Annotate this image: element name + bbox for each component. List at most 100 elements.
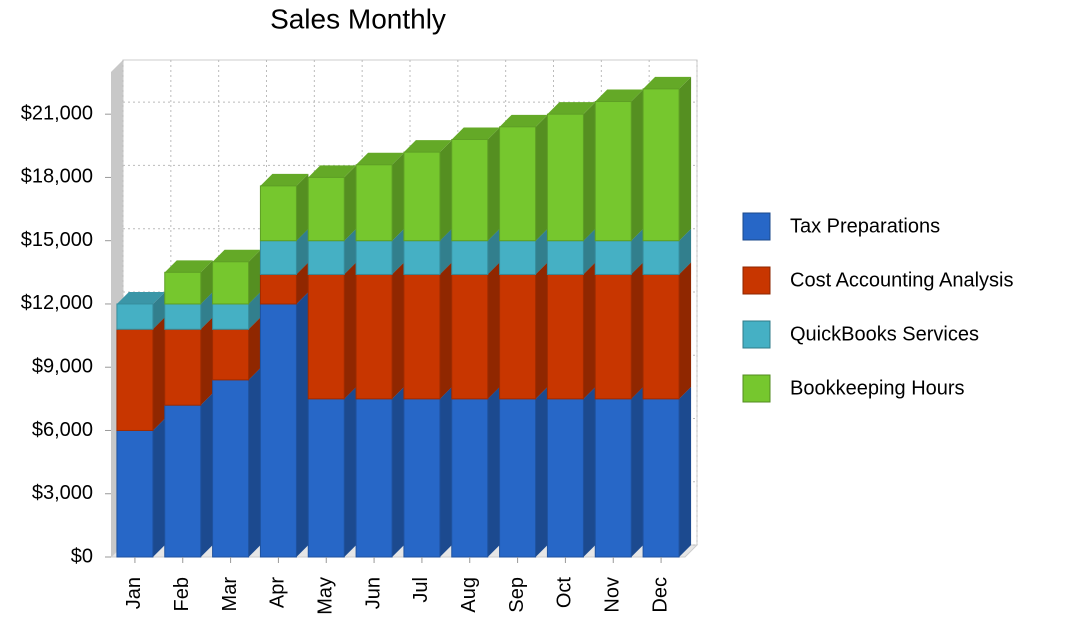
bar-front	[164, 404, 202, 558]
bar-front	[164, 271, 202, 305]
bar-side	[248, 367, 261, 557]
bar-side	[583, 228, 596, 275]
bar-segment	[307, 386, 357, 558]
bar-front	[403, 398, 441, 558]
bar-segment	[212, 249, 261, 305]
bar-side	[679, 76, 692, 241]
bar-front	[642, 240, 680, 275]
legend-label: Cost Accounting Analysis	[790, 269, 1013, 291]
bar-side	[439, 262, 452, 399]
legend-swatch	[742, 212, 771, 241]
bar-side	[248, 249, 261, 304]
bar-side	[152, 317, 165, 431]
x-tick-label: Apr	[267, 577, 289, 608]
x-tick-label: Dec	[649, 577, 671, 613]
bar-side	[296, 228, 309, 275]
bar-front	[116, 429, 154, 558]
bar-side	[535, 114, 548, 241]
bar-front	[355, 398, 393, 558]
bar-side	[487, 228, 500, 275]
x-tick-label: Oct	[554, 577, 576, 609]
bar-front	[499, 240, 537, 275]
bar-top	[356, 152, 405, 165]
bar-side	[679, 228, 692, 275]
bar-segment	[499, 114, 548, 242]
bar-side	[583, 102, 596, 241]
bar-side	[344, 228, 357, 275]
bar-front	[451, 240, 489, 275]
bar-segment	[642, 76, 692, 242]
x-tick-label: Sep	[506, 577, 528, 613]
y-tick-label: $12,000	[21, 292, 93, 314]
bar-front	[355, 164, 393, 242]
bar-side	[583, 386, 596, 557]
bar-segment	[116, 291, 165, 330]
bar-side	[535, 228, 548, 275]
bar-side	[679, 386, 692, 557]
bar-side	[583, 262, 596, 399]
bar-side	[487, 262, 500, 399]
bar-side	[392, 386, 405, 557]
bar-side	[200, 317, 213, 406]
x-tick-label: Jul	[410, 577, 432, 603]
bar-side	[487, 127, 500, 241]
bar-front	[546, 113, 584, 242]
bar-top	[643, 76, 692, 89]
bar-front	[451, 138, 489, 242]
x-tick-label: Mar	[219, 577, 241, 612]
bar-top	[595, 89, 644, 102]
bar-segment	[307, 262, 357, 400]
bar-side	[392, 262, 405, 399]
bar-side	[631, 228, 644, 275]
legend-swatch	[742, 374, 771, 403]
bar-side	[344, 386, 357, 557]
bar-top	[451, 127, 500, 140]
x-tick-label: Aug	[458, 577, 480, 613]
bar-front	[499, 398, 537, 558]
bar-segment	[259, 291, 309, 558]
bar-front	[642, 398, 680, 558]
bar-front	[307, 176, 345, 242]
bar-segment	[451, 127, 500, 242]
bar-top	[164, 260, 213, 273]
bar-front	[307, 398, 345, 558]
bar-front	[212, 328, 250, 381]
bar-side	[152, 418, 165, 557]
bar-front	[307, 240, 345, 275]
bar-side	[439, 140, 452, 241]
bar-side	[344, 262, 357, 399]
bar-front	[307, 273, 345, 400]
bar-front	[259, 240, 297, 275]
bar-segment	[259, 173, 309, 242]
bar-segment	[642, 386, 692, 558]
x-tick-label: Feb	[171, 577, 193, 611]
bar-front	[642, 88, 680, 242]
bar-segment	[116, 317, 165, 431]
bar-segment	[355, 262, 405, 400]
bar-segment	[164, 317, 213, 406]
bar-front	[451, 273, 489, 400]
bar-top	[403, 140, 452, 153]
bar-side	[439, 386, 452, 557]
bar-front	[546, 273, 584, 400]
bar-top	[212, 249, 261, 262]
y-tick-label: $21,000	[21, 102, 93, 124]
bar-front	[451, 398, 489, 558]
bar-front	[259, 273, 297, 305]
bar-top	[260, 173, 309, 186]
bar-front	[259, 303, 297, 558]
bar-front	[594, 273, 632, 400]
bar-segment	[594, 89, 644, 242]
bar-side	[392, 152, 405, 241]
bar-side	[152, 291, 165, 330]
bar-segment	[594, 262, 644, 400]
bar-segment	[164, 393, 213, 558]
bar-side	[344, 165, 357, 241]
bar-side	[296, 291, 309, 557]
bar-segment	[546, 262, 596, 400]
bar-side	[392, 228, 405, 275]
bar-segment	[355, 386, 405, 558]
bar-side	[248, 317, 261, 380]
y-tick-label: $0	[71, 545, 93, 567]
